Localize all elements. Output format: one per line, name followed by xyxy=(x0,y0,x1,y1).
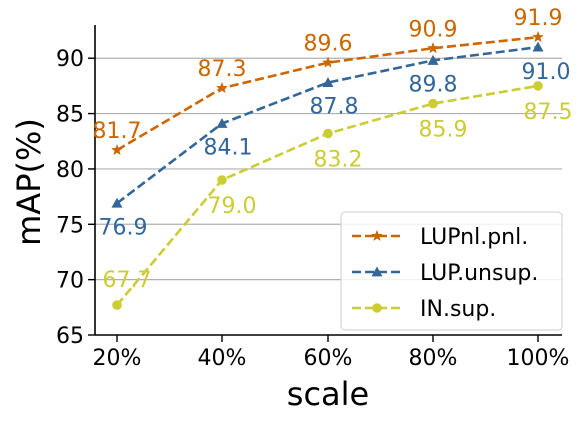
x-tick-label: 20% xyxy=(93,346,142,371)
series-LUP.unsup. xyxy=(111,41,544,208)
x-axis-label: scale xyxy=(287,375,369,413)
data-label: 87.5 xyxy=(524,100,573,125)
data-point xyxy=(322,77,334,87)
data-point xyxy=(216,81,228,94)
data-point xyxy=(216,118,228,128)
y-tick-label: 90 xyxy=(56,47,84,72)
legend-item: IN.sup. xyxy=(352,297,496,322)
series-lines xyxy=(111,30,544,310)
y-tick-label: 85 xyxy=(56,103,84,128)
data-label: 91.0 xyxy=(522,60,571,85)
data-label: 89.6 xyxy=(304,32,353,57)
legend-item: LUPnl.pnl. xyxy=(352,225,528,250)
x-tick-label: 40% xyxy=(198,346,247,371)
y-tick-label: 80 xyxy=(56,158,84,183)
data-point xyxy=(112,300,122,310)
legend-marker xyxy=(371,266,383,277)
data-point xyxy=(533,81,543,91)
data-label: 84.1 xyxy=(204,136,253,161)
legend-label: IN.sup. xyxy=(420,297,496,322)
y-tick-label: 70 xyxy=(56,269,84,294)
data-label: 79.0 xyxy=(208,194,257,219)
data-label: 76.9 xyxy=(99,215,148,240)
data-point xyxy=(532,30,544,43)
data-label: 90.9 xyxy=(409,17,458,42)
data-point xyxy=(427,54,439,65)
series-IN.sup. xyxy=(112,81,543,310)
data-label: 83.2 xyxy=(314,148,363,173)
x-tick-label: 60% xyxy=(304,346,353,371)
data-point xyxy=(323,128,333,139)
series-line xyxy=(116,45,539,205)
data-point xyxy=(532,41,544,52)
legend-marker xyxy=(371,229,383,242)
legend-label: LUPnl.pnl. xyxy=(420,225,528,250)
series-LUPnl.pnl. xyxy=(111,30,544,156)
series-line xyxy=(116,35,539,152)
data-label: 87.3 xyxy=(198,57,247,82)
y-axis-label: mAP(%) xyxy=(10,118,48,246)
x-tick-label: 100% xyxy=(507,346,570,371)
data-point xyxy=(427,42,439,54)
legend-box xyxy=(340,211,563,331)
legend-marker xyxy=(372,303,382,313)
data-point xyxy=(111,143,123,156)
data-point xyxy=(322,56,334,68)
x-tick-label: 80% xyxy=(409,346,458,371)
legend: LUPnl.pnl. LUP.unsup. IN.sup. xyxy=(340,211,563,331)
data-point xyxy=(111,197,123,208)
data-label: 81.7 xyxy=(93,119,142,144)
data-label: 91.9 xyxy=(514,6,563,31)
data-label: 67.7 xyxy=(103,268,152,293)
y-ticks: 65 70 75 80 85 90 xyxy=(56,47,95,349)
y-tick-label: 75 xyxy=(56,213,84,238)
data-labels: 81.7 87.3 89.6 90.9 91.9 76.9 84.1 87.8 89.8 91.0… xyxy=(93,6,573,293)
x-ticks: 20% 40% 60% 80% 100% xyxy=(93,335,570,371)
data-label: 89.8 xyxy=(409,72,458,97)
legend-item: LUP.unsup. xyxy=(352,261,538,286)
data-label: 87.8 xyxy=(310,95,359,120)
data-label: 85.9 xyxy=(419,118,468,143)
data-point xyxy=(428,98,438,109)
y-tick-label: 65 xyxy=(56,324,84,349)
legend-label: LUP.unsup. xyxy=(420,261,538,286)
data-point xyxy=(217,175,227,185)
